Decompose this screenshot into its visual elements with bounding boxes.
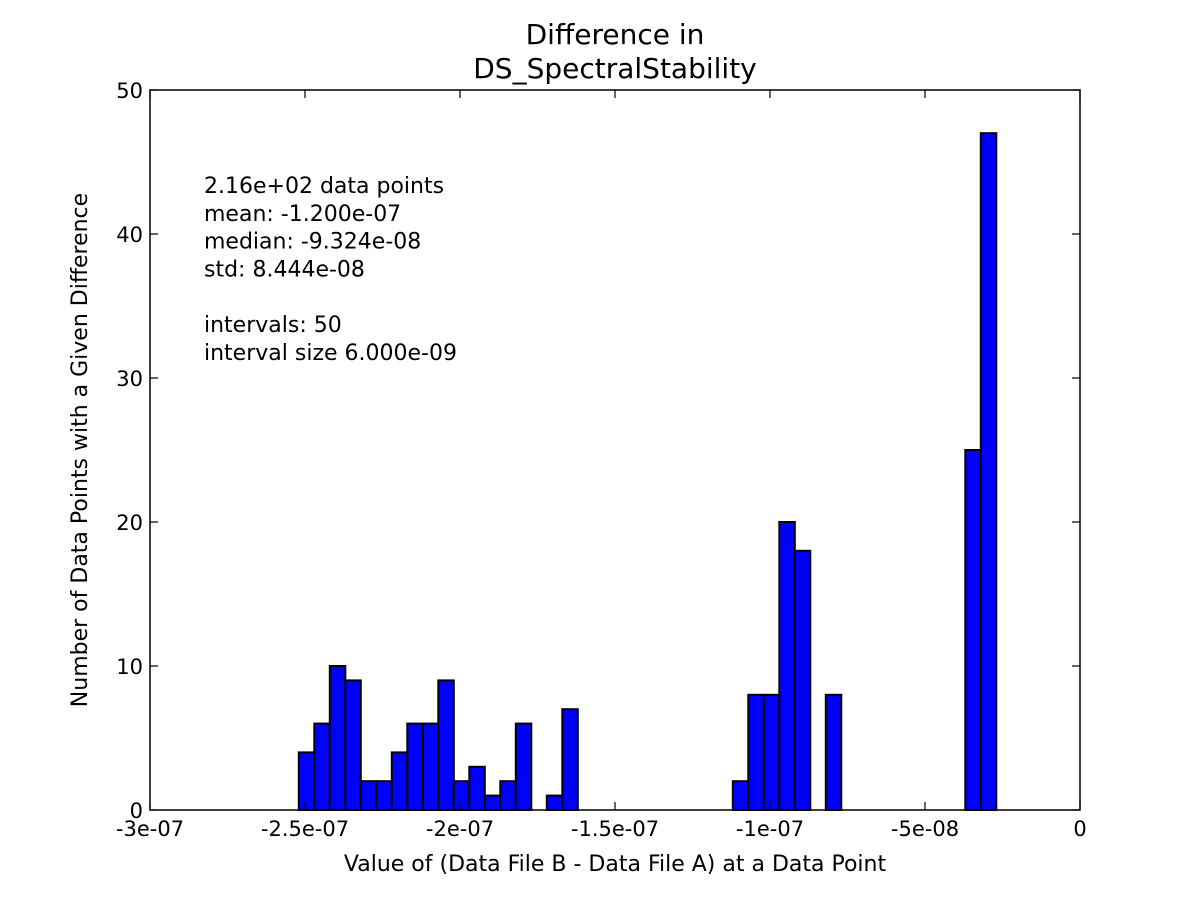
y-tick-label: 40 — [116, 223, 143, 247]
histogram-bar — [297, 751, 316, 812]
stats-line: median: -9.324e-08 — [204, 230, 421, 255]
chart-title-line-2: DS_SpectralStability — [473, 52, 757, 85]
chart-title-line-1: Difference in — [526, 18, 705, 51]
histogram-bar — [468, 765, 486, 811]
chart-title: Difference in DS_SpectralStability — [473, 18, 757, 85]
histogram-bar — [545, 794, 564, 811]
histogram-bar — [499, 780, 517, 812]
y-tick-label: 50 — [116, 79, 143, 103]
stats-line: std: 8.444e-08 — [204, 257, 365, 282]
x-axis-ticks: -3e-07 -2.5e-07 -2e-07 -1.5e-07 -1e-07 -5e-08… — [116, 90, 1087, 841]
histogram-bar — [731, 780, 750, 812]
histogram-bar — [421, 722, 440, 811]
stats-line: interval size 6.000e-09 — [204, 341, 457, 366]
histogram-bar — [359, 780, 378, 812]
y-axis-ticks: 0 10 20 30 40 50 — [116, 79, 1080, 823]
x-tick-label: -2e-07 — [426, 817, 494, 841]
histogram-bar — [452, 780, 471, 812]
bars-layer — [297, 132, 998, 812]
histogram-bar — [762, 693, 781, 811]
x-tick-label: -2.5e-07 — [261, 817, 349, 841]
histogram-bar — [390, 751, 409, 812]
histogram-bar — [561, 708, 579, 812]
histogram-bar — [964, 449, 982, 811]
histogram-bar — [328, 665, 347, 811]
histogram-bar — [778, 521, 796, 811]
histogram-bar — [483, 794, 502, 811]
x-tick-label: -1e-07 — [736, 817, 804, 841]
histogram-bar — [824, 693, 843, 811]
histogram-bar — [747, 693, 765, 811]
histogram-bar — [979, 132, 998, 811]
histogram-bar — [375, 780, 393, 812]
histogram-bar — [437, 679, 455, 812]
x-tick-label: -3e-07 — [116, 817, 184, 841]
y-tick-label: 10 — [116, 655, 143, 679]
histogram-bar — [344, 679, 362, 812]
y-tick-label: 20 — [116, 511, 143, 535]
y-axis-label: Number of Data Points with a Given Diffe… — [68, 193, 93, 707]
stats-line: mean: -1.200e-07 — [204, 202, 401, 227]
x-axis-label: Value of (Data File B - Data File A) at … — [344, 852, 887, 877]
x-tick-label: -1.5e-07 — [571, 817, 659, 841]
histogram-bar — [514, 722, 533, 811]
y-tick-label: 0 — [130, 799, 143, 823]
histogram-bar — [793, 549, 812, 811]
stats-line: intervals: 50 — [204, 313, 342, 338]
y-tick-label: 30 — [116, 367, 143, 391]
x-tick-label: 0 — [1073, 817, 1086, 841]
histogram-bar — [313, 722, 331, 811]
histogram-bar — [406, 722, 424, 811]
stats-line: 2.16e+02 data points — [204, 174, 444, 199]
stats-annotation: 2.16e+02 data points mean: -1.200e-07 medi… — [204, 174, 457, 366]
x-tick-label: -5e-08 — [891, 817, 959, 841]
